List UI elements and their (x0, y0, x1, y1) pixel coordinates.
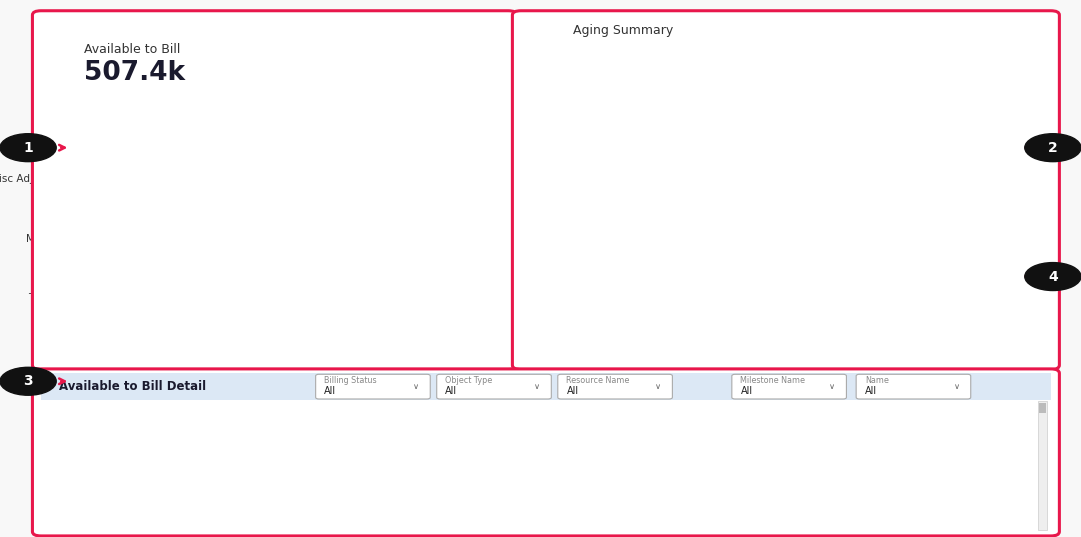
Bar (378, 107, 445, 130)
Bar (780, 329, 825, 330)
Bar (45, 497, 1035, 511)
Text: Object Type: Object Type (445, 376, 493, 384)
Bar (45, 513, 1035, 527)
Text: Pending Relea...: Pending Relea... (644, 500, 720, 509)
Bar (92, 107, 259, 130)
Bar (599, 223, 644, 330)
Text: 2024-12-...: 2024-12-... (773, 469, 824, 478)
Text: 3: 3 (24, 374, 32, 388)
Text: Available to Bill Detail: Available to Bill Detail (59, 380, 206, 393)
Text: 93k: 93k (308, 114, 329, 124)
Text: 2024-12-...: 2024-12-... (773, 515, 824, 524)
Text: 507.4k: 507.4k (84, 60, 186, 86)
Text: Resource Name: Resource Name (159, 404, 244, 414)
Text: All: All (445, 386, 457, 396)
Text: All: All (740, 386, 752, 396)
Text: Name: Name (436, 404, 467, 414)
Bar (45, 436, 1035, 449)
Text: 100k: 100k (270, 173, 299, 183)
Bar (780, 327, 825, 329)
Text: TC-04-22-2024-000642: TC-04-22-2024-000642 (436, 453, 546, 462)
Text: 275: 275 (1002, 438, 1019, 447)
Text: Milestone Name: Milestone Name (740, 376, 805, 384)
Text: 2: 2 (1047, 141, 1058, 155)
Text: 101k: 101k (879, 285, 908, 294)
Bar (92, 167, 222, 190)
Text: N/A: N/A (258, 423, 275, 431)
Text: ∨: ∨ (413, 382, 419, 391)
Text: TC-04-22-2024-000645: TC-04-22-2024-000645 (436, 500, 546, 509)
Bar (45, 420, 1035, 434)
Text: 275: 275 (1002, 500, 1019, 509)
Bar (870, 163, 916, 245)
Text: TC-04-22-2024-000641: TC-04-22-2024-000641 (436, 438, 546, 447)
Text: Billing Status: Billing Status (644, 404, 718, 414)
Bar (97, 227, 99, 249)
Text: Aging Summary: Aging Summary (573, 24, 673, 37)
Text: Total Billable Amo...: Total Billable Amo... (909, 404, 1019, 414)
Text: 2024-12-...: 2024-12-... (773, 484, 824, 494)
Text: Milestone Name: Milestone Name (258, 404, 347, 414)
Text: End Date: End Date (773, 404, 823, 414)
Text: 275: 275 (1002, 453, 1019, 462)
Bar (599, 105, 644, 148)
Bar (870, 248, 916, 330)
Text: 2024-12-...: 2024-12-... (773, 453, 824, 462)
Bar (599, 148, 644, 223)
Text: ∨: ∨ (953, 382, 960, 391)
Bar (45, 482, 1035, 496)
Bar (870, 245, 916, 248)
Bar (45, 451, 1035, 465)
Text: 1: 1 (23, 141, 34, 155)
Text: Timecards: Timecards (55, 423, 105, 431)
Text: 131k: 131k (608, 272, 636, 282)
X-axis label: Age (Days): Age (Days) (772, 355, 833, 366)
Text: 100k: 100k (879, 199, 908, 209)
Text: Billing Status: Billing Status (324, 376, 377, 384)
Text: On Hold: On Hold (644, 438, 681, 447)
Text: On Hold: On Hold (644, 484, 681, 494)
Text: Object Type ↓: Object Type ↓ (55, 404, 132, 414)
Legend: On Hold, Pending Release, Unbilled: On Hold, Pending Release, Unbilled (561, 389, 788, 398)
Text: TC-04-22-2024-000644: TC-04-22-2024-000644 (436, 484, 546, 494)
Bar (259, 107, 378, 130)
Bar (45, 466, 1035, 481)
Text: 275: 275 (1002, 484, 1019, 494)
Text: 275: 275 (1002, 515, 1019, 524)
Text: Doug Till...: Doug Till... (159, 423, 210, 431)
Text: On Hold: On Hold (644, 453, 681, 462)
Text: ∨: ∨ (534, 382, 540, 391)
Text: Name: Name (865, 376, 889, 384)
Bar (92, 227, 97, 249)
Text: 52k: 52k (611, 122, 632, 132)
Text: 4: 4 (1047, 270, 1058, 284)
Text: Available to Bill: Available to Bill (84, 43, 181, 56)
Text: 2024-12-...: 2024-12-... (773, 423, 824, 431)
Text: TC-04-22-2024-000646: TC-04-22-2024-000646 (436, 515, 546, 524)
Text: 275: 275 (1002, 423, 1019, 431)
Text: TC-04-22-2024-000643: TC-04-22-2024-000643 (436, 469, 546, 478)
Text: All: All (324, 386, 336, 396)
Text: ∨: ∨ (655, 382, 662, 391)
Text: Unbilled: Unbilled (644, 423, 682, 431)
Text: 93k: 93k (611, 181, 632, 191)
Text: 101k: 101k (142, 173, 170, 183)
Text: TC-04-22-2024-000635: TC-04-22-2024-000635 (436, 423, 546, 431)
Text: All: All (865, 386, 877, 396)
Text: Resource Name: Resource Name (566, 376, 630, 384)
Text: 52k: 52k (401, 114, 423, 124)
Text: 2024-12-...: 2024-12-... (773, 438, 824, 447)
Text: Pending Relea...: Pending Relea... (644, 515, 720, 524)
Text: 275: 275 (1002, 469, 1019, 478)
Legend: On Hold, Pending Release, Unbilled: On Hold, Pending Release, Unbilled (28, 384, 255, 394)
Text: 131k: 131k (161, 114, 189, 124)
Text: ∨: ∨ (829, 382, 836, 391)
Bar (222, 167, 349, 190)
Text: 2024-12-...: 2024-12-... (773, 500, 824, 509)
Text: All: All (566, 386, 578, 396)
Text: On Hold: On Hold (644, 469, 681, 478)
Bar (92, 286, 93, 309)
